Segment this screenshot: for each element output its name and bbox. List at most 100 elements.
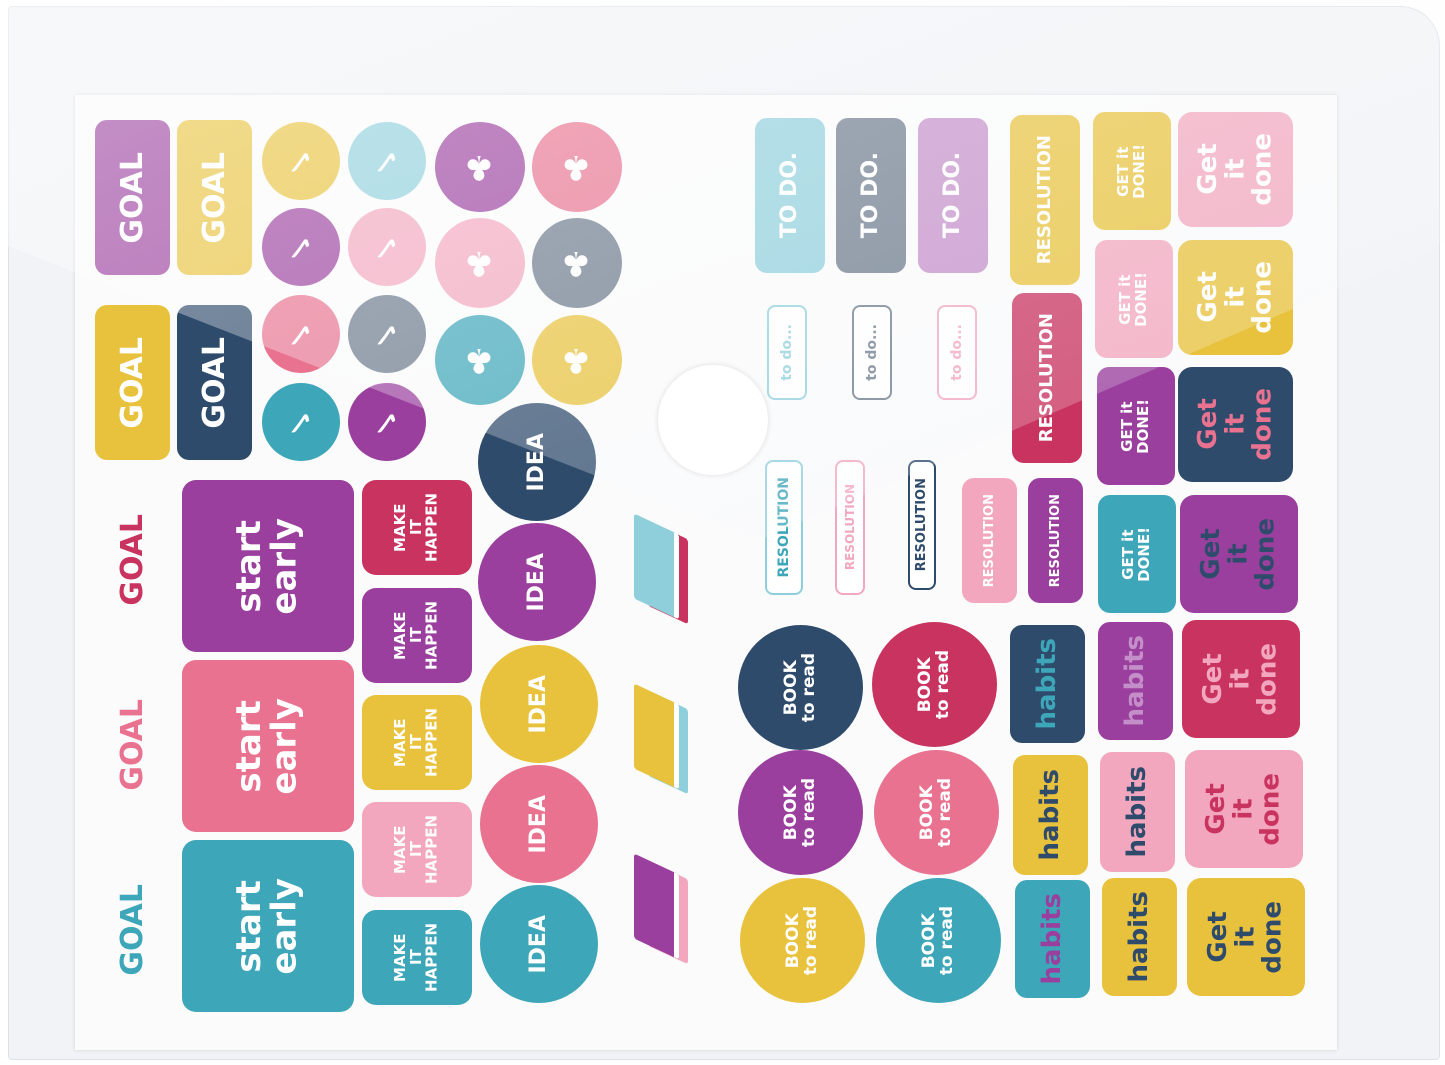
sticker-check: ✓ <box>348 208 426 286</box>
sticker-label: MAKE IT HAPPEN <box>391 601 441 670</box>
sticker-label: habits <box>1036 893 1067 985</box>
sticker-label: to do... <box>948 324 965 381</box>
sticker-check: ✓ <box>262 295 340 373</box>
sticker-get-it-done: Get it done <box>1182 620 1300 738</box>
sticker-book: BOOK to read <box>738 625 863 750</box>
sticker-resolution: RESOLUTION <box>1028 478 1083 603</box>
books-illustration-icon <box>630 683 710 800</box>
sticker-label: habits <box>1034 769 1065 861</box>
sticker-check: ✓ <box>262 383 340 461</box>
sticker-todo-script: to do... <box>937 305 977 400</box>
sticker-idea: IDEA <box>478 523 596 641</box>
sticker-habits: habits <box>1102 878 1177 996</box>
sticker-label: BOOK to read <box>914 649 953 720</box>
sticker-label: IDEA <box>526 794 552 854</box>
sticker-label: habits <box>1031 638 1062 730</box>
sticker-label: BOOK to read <box>780 777 819 848</box>
sticker-goal: GOAL <box>95 120 170 275</box>
sticker-habits: habits <box>1015 880 1090 998</box>
sticker-label: GOAL <box>196 151 232 244</box>
sticker-tree: ♣ <box>435 315 525 405</box>
sticker-habits: habits <box>1098 622 1173 740</box>
sticker-label: MAKE IT HAPPEN <box>391 923 441 992</box>
sticker-check: ✓ <box>348 122 426 200</box>
sticker-label: GOAL <box>114 336 150 429</box>
sticker-book: BOOK to read <box>876 878 1001 1003</box>
sticker-label: GOAL <box>196 336 232 429</box>
sticker-idea: IDEA <box>480 645 598 763</box>
sticker-label: ♣ <box>556 340 597 380</box>
sticker-label: Get it done <box>1201 772 1286 846</box>
sticker-label: start early <box>229 877 305 975</box>
sticker-get-it-done-caps: GET it DONE! <box>1098 495 1176 613</box>
sticker-get-it-done-caps: GET it DONE! <box>1095 240 1173 358</box>
sticker-label: to do... <box>778 324 795 381</box>
sticker-idea: IDEA <box>480 885 598 1003</box>
sticker-todo: TO DO. <box>755 118 825 273</box>
sticker-start-early: start early <box>182 660 354 832</box>
sticker-todo-script: to do... <box>852 305 892 400</box>
sticker-check: ✓ <box>348 295 426 373</box>
sticker-resolution: RESOLUTION <box>962 478 1017 603</box>
sticker-make-it-happen: MAKE IT HAPPEN <box>362 480 472 575</box>
sticker-label: MAKE IT HAPPEN <box>391 493 441 562</box>
sticker-todo: TO DO. <box>836 118 906 273</box>
sticker-label: TO DO. <box>858 152 884 239</box>
sticker-get-it-done-caps: GET it DONE! <box>1097 367 1175 485</box>
sticker-start-early: start early <box>182 480 354 652</box>
sticker-make-it-happen: MAKE IT HAPPEN <box>362 802 472 897</box>
sticker-get-it-done: Get it done <box>1180 495 1298 613</box>
sticker-resolution: RESOLUTION <box>1010 115 1080 285</box>
sticker-habits: habits <box>1100 752 1175 872</box>
sticker-label: GET it DONE! <box>1116 271 1150 327</box>
sticker-get-it-done: Get it done <box>1187 878 1305 996</box>
sticker-label: IDEA <box>524 432 550 492</box>
sticker-habits: habits <box>1010 625 1085 743</box>
sticker-tree: ♣ <box>435 122 525 212</box>
sticker-label: RESOLUTION <box>775 477 792 578</box>
sticker-check: ✓ <box>262 208 340 286</box>
sticker-book: BOOK to read <box>872 622 997 747</box>
sticker-label: RESOLUTION <box>1047 493 1063 588</box>
sticker-get-it-done: Get it done <box>1178 240 1293 355</box>
sticker-label: ♣ <box>459 340 500 380</box>
sticker-start-early: start early <box>182 840 354 1012</box>
sticker-label: TO DO. <box>777 152 803 239</box>
sticker-label: ✓ <box>366 141 407 181</box>
sticker-label: habits <box>1123 891 1154 983</box>
books-illustration-icon <box>630 513 710 630</box>
sticker-idea: IDEA <box>478 403 596 521</box>
sticker-label: BOOK to read <box>918 905 957 976</box>
sticker-label: ✓ <box>280 141 321 181</box>
sticker-get-it-done-caps: GET it DONE! <box>1093 112 1171 230</box>
sticker-label: BOOK to read <box>782 905 821 976</box>
sticker-label: IDEA <box>526 914 552 974</box>
sticker-label: Get it done <box>1192 261 1278 334</box>
sticker-todo: TO DO. <box>918 118 988 273</box>
sticker-get-it-done: Get it done <box>1185 750 1303 868</box>
sticker-label: RESOLUTION <box>842 484 857 571</box>
sticker-label: ✓ <box>280 314 321 354</box>
sticker-resolution: RESOLUTION <box>835 460 865 595</box>
sticker-label: GET it DONE! <box>1119 526 1153 582</box>
sticker-label: ✓ <box>280 402 321 442</box>
sticker-label: ♣ <box>556 243 597 283</box>
sticker-goal: GOAL <box>105 870 160 990</box>
sticker-label: start early <box>229 517 305 615</box>
sticker-make-it-happen: MAKE IT HAPPEN <box>362 695 472 790</box>
sticker-get-it-done: Get it done <box>1178 367 1293 482</box>
velcro-closure[interactable] <box>658 365 768 475</box>
sticker-label: ♣ <box>459 243 500 283</box>
sticker-goal: GOAL <box>105 500 160 620</box>
sticker-label: ✓ <box>280 227 321 267</box>
sticker-label: habits <box>1121 766 1152 858</box>
sticker-resolution: RESOLUTION <box>1012 293 1082 463</box>
sticker-get-it-done: Get it done <box>1178 112 1293 227</box>
sticker-label: ♣ <box>459 147 500 187</box>
sticker-label: IDEA <box>524 552 550 612</box>
sticker-label: Get it done <box>1192 133 1278 206</box>
sticker-label: ✓ <box>366 227 407 267</box>
sticker-label: TO DO. <box>940 152 966 239</box>
sticker-label: Get it done <box>1196 517 1281 591</box>
sticker-label: RESOLUTION <box>1035 313 1057 443</box>
